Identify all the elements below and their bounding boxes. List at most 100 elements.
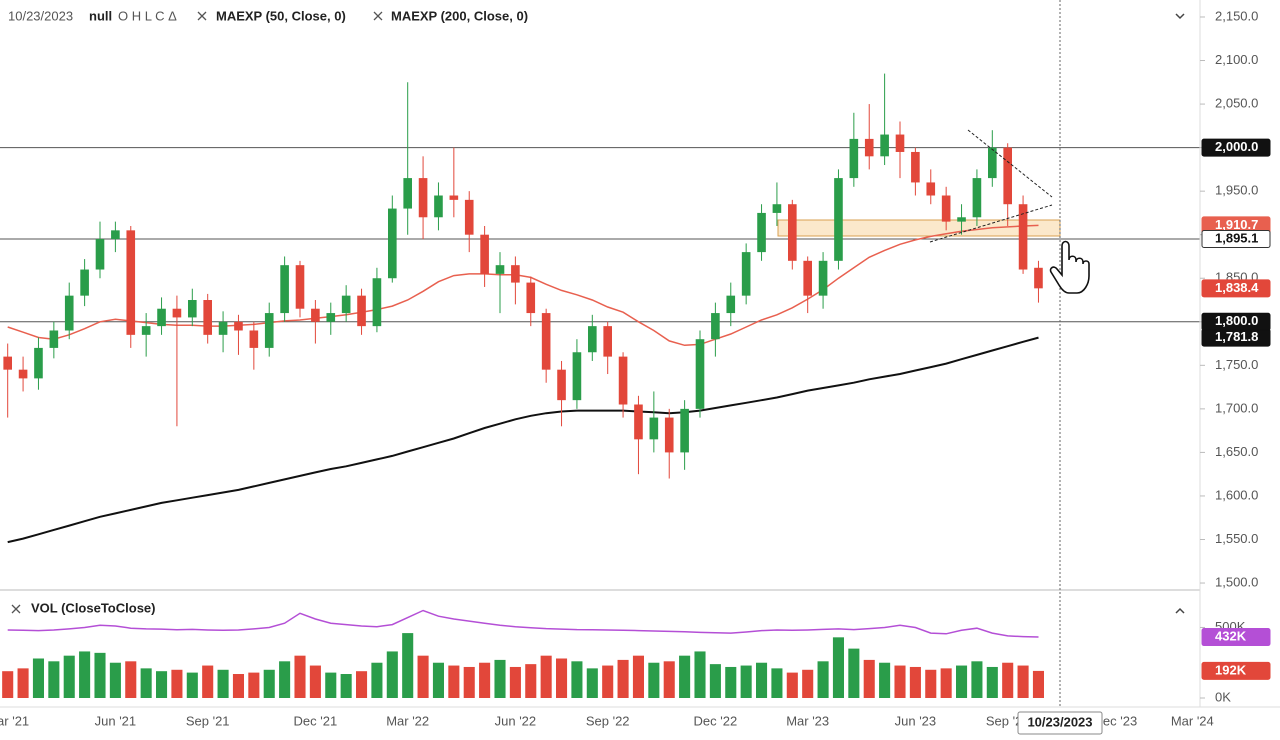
y-tick-label: 1,550.0 — [1215, 531, 1258, 546]
x-tick-label: Sep '22 — [586, 713, 630, 728]
crosshair-date: 10/23/2023 — [1027, 714, 1092, 729]
candle-body — [926, 182, 936, 196]
candle-body — [80, 269, 89, 296]
candle-body — [741, 252, 751, 296]
x-tick-label: Dec '22 — [694, 713, 738, 728]
moving-average-line — [7, 336, 1039, 544]
candle-body — [880, 134, 889, 157]
volume-bar — [632, 655, 644, 698]
y-tick-label: 1,650.0 — [1215, 444, 1258, 459]
volume-bar — [263, 669, 275, 698]
trend-line — [929, 204, 1053, 243]
volume-bar — [417, 655, 429, 698]
candle-body — [403, 178, 412, 209]
volume-bar — [663, 661, 675, 698]
collapse-icon[interactable] — [1175, 607, 1185, 614]
x-tick-label: Mar '21 — [0, 713, 29, 728]
plot-area — [0, 73, 1200, 698]
price-label: 1,838.4 — [1215, 280, 1259, 295]
x-tick-label: Dec '23 — [1094, 713, 1138, 728]
volume-bar — [986, 666, 998, 698]
volume-bar — [186, 672, 198, 698]
volume-bar — [848, 648, 860, 698]
price-label: 1,895.1 — [1215, 230, 1258, 245]
candle-body — [988, 147, 997, 179]
candle-body — [157, 308, 166, 327]
x-tick-label: Mar '23 — [786, 713, 829, 728]
volume-bar — [63, 655, 75, 698]
volatility-line — [7, 609, 1039, 638]
hand-cursor — [1049, 240, 1090, 294]
collapse-icon[interactable] — [1175, 13, 1185, 20]
volume-bar — [709, 664, 721, 698]
close-icon[interactable] — [197, 11, 207, 21]
close-icon[interactable] — [11, 604, 21, 614]
candle-body — [326, 313, 336, 322]
volume-bar — [32, 658, 44, 698]
y-tick-label: 1,750.0 — [1215, 357, 1258, 372]
candle-body — [711, 313, 720, 340]
volume-bar — [109, 662, 121, 698]
volume-bar — [894, 665, 906, 698]
y-tick-label: 1,500.0 — [1215, 574, 1258, 589]
volume-bar — [956, 665, 968, 698]
y-tick-label: 1,700.0 — [1215, 400, 1258, 415]
price-label: 192K — [1215, 662, 1247, 677]
volume-bar — [509, 666, 521, 698]
price-label-box — [1201, 312, 1271, 331]
volume-bar — [217, 669, 229, 698]
candle-body — [511, 265, 520, 283]
volume-bar — [432, 662, 444, 698]
candle-body — [141, 326, 151, 335]
trend-line — [967, 129, 1053, 198]
candle-body — [372, 278, 382, 327]
header-symbol: null — [89, 8, 112, 23]
volume-bar — [756, 662, 768, 698]
candle-body — [357, 295, 366, 327]
candle-body — [557, 369, 566, 401]
candle-body — [541, 313, 551, 370]
price-label-box — [1201, 628, 1271, 647]
volume-bar — [371, 662, 383, 698]
close-icon[interactable] — [373, 11, 383, 21]
candle-body — [1034, 267, 1043, 289]
zone — [777, 219, 1061, 237]
volume-bar — [817, 661, 829, 698]
candle-body — [388, 208, 397, 279]
volume-bar — [771, 668, 783, 698]
moving-average-line — [7, 224, 1039, 347]
candle-body — [818, 260, 828, 296]
candle-body — [803, 260, 812, 296]
candle-body — [957, 217, 966, 222]
x-tick-label: Dec '21 — [294, 713, 338, 728]
candle-body — [418, 178, 428, 218]
candle-body — [772, 204, 782, 213]
price-label: 1,910.7 — [1215, 217, 1258, 232]
header-fields: O H L C Δ — [118, 8, 177, 23]
candle-body — [280, 265, 289, 314]
candle-body — [111, 230, 120, 240]
volume-bar — [1002, 662, 1014, 698]
candle-body — [941, 195, 951, 222]
x-tick-label: Jun '22 — [495, 713, 537, 728]
volume-bar — [525, 664, 537, 698]
volume-bar — [925, 669, 937, 698]
volume-bar — [325, 672, 337, 698]
candle-body — [311, 308, 320, 322]
volume-bar — [879, 662, 891, 698]
candle-body — [34, 347, 43, 379]
volume-bar — [617, 659, 629, 698]
volume-bar — [402, 633, 414, 698]
volume-bar — [740, 665, 752, 698]
candle-body — [864, 138, 874, 157]
volume-bar — [786, 672, 798, 698]
candle-body — [126, 230, 136, 335]
candle-body — [757, 212, 766, 253]
volume-bar — [248, 672, 260, 698]
candle-body — [18, 369, 28, 379]
legend-entry: MAEXP (200, Close, 0) — [391, 8, 528, 23]
price-label-box — [1201, 138, 1271, 157]
volume-bar — [602, 665, 614, 698]
